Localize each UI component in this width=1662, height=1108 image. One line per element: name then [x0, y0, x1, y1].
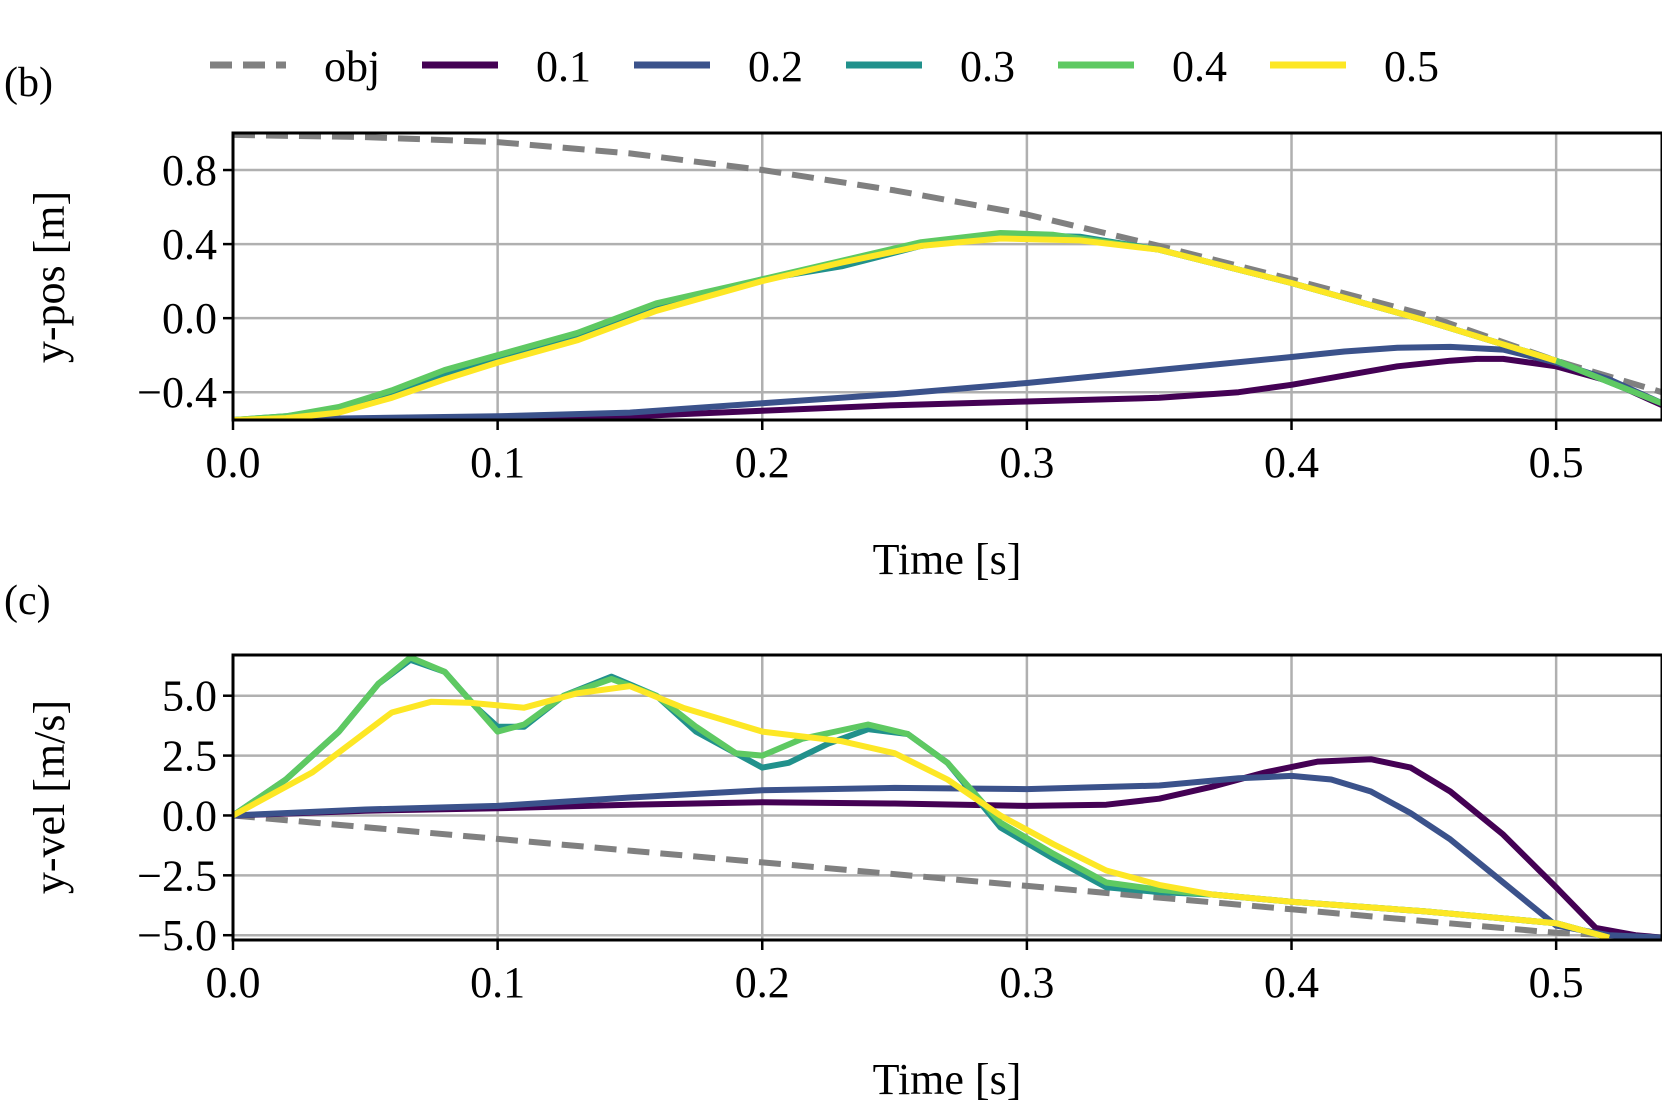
y-tick-label: −2.5 [137, 851, 217, 900]
axes-frame-b [231, 131, 1662, 422]
ticks-c: 0.0 0.1 0.2 0.3 0.4 0.5 −5.0 −2.5 0.0 2.5 5.0 [137, 672, 1583, 1007]
x-tick-label: 0.3 [999, 438, 1054, 487]
x-tick-label: 0.2 [735, 438, 790, 487]
series-line-obj [233, 133, 1662, 396]
y-tick-label: 5.0 [162, 672, 217, 721]
panel-label-c: (c) [4, 578, 51, 624]
x-axis-label-b: Time [s] [873, 535, 1022, 584]
series-line-0-5 [233, 683, 1610, 940]
legend-label-0-5: 0.5 [1384, 42, 1439, 91]
legend-label-0-2: 0.2 [748, 42, 803, 91]
x-tick-label: 0.2 [735, 958, 790, 1007]
x-tick-label: 0.1 [470, 438, 525, 487]
x-tick-label: 0.3 [999, 958, 1054, 1007]
x-tick-label: 0.5 [1529, 958, 1584, 1007]
ticks-b: 0.0 0.1 0.2 0.3 0.4 0.5 −0.4 0.0 0.4 0.8 [137, 146, 1583, 487]
axes-frame-c [231, 653, 1662, 942]
y-tick-label: 0.4 [162, 220, 217, 269]
x-tick-label: 0.0 [206, 438, 261, 487]
x-tick-label: 0.4 [1264, 958, 1319, 1007]
lines-c [233, 655, 1662, 940]
lines-b [233, 133, 1662, 420]
legend-label-0-4: 0.4 [1172, 42, 1227, 91]
panel-label-b: (b) [4, 60, 53, 106]
series-line-obj [233, 812, 1662, 940]
y-axis-label-b: y-pos [m] [25, 191, 74, 363]
x-tick-label: 0.4 [1264, 438, 1319, 487]
series-line-0-2 [233, 772, 1662, 940]
x-tick-label: 0.1 [470, 958, 525, 1007]
legend: obj 0.1 0.2 0.3 0.4 0.5 [210, 42, 1439, 91]
y-tick-label: 2.5 [162, 732, 217, 781]
y-tick-label: −5.0 [137, 911, 217, 960]
x-tick-label: 0.5 [1529, 438, 1584, 487]
y-tick-label: 0.8 [162, 146, 217, 195]
series-line-0-2 [233, 343, 1662, 420]
y-tick-label: 0.0 [162, 791, 217, 840]
legend-label-0-3: 0.3 [960, 42, 1015, 91]
y-tick-label: 0.0 [162, 294, 217, 343]
x-tick-label: 0.0 [206, 958, 261, 1007]
series-line-0-5 [233, 235, 1557, 420]
y-axis-label-c: y-vel [m/s] [25, 700, 74, 894]
legend-label-obj: obj [324, 42, 380, 91]
y-tick-label: −0.4 [137, 368, 217, 417]
x-axis-label-c: Time [s] [873, 1055, 1022, 1104]
legend-label-0-1: 0.1 [536, 42, 591, 91]
series-line-0-1 [233, 355, 1662, 420]
grid-c [231, 655, 1662, 940]
